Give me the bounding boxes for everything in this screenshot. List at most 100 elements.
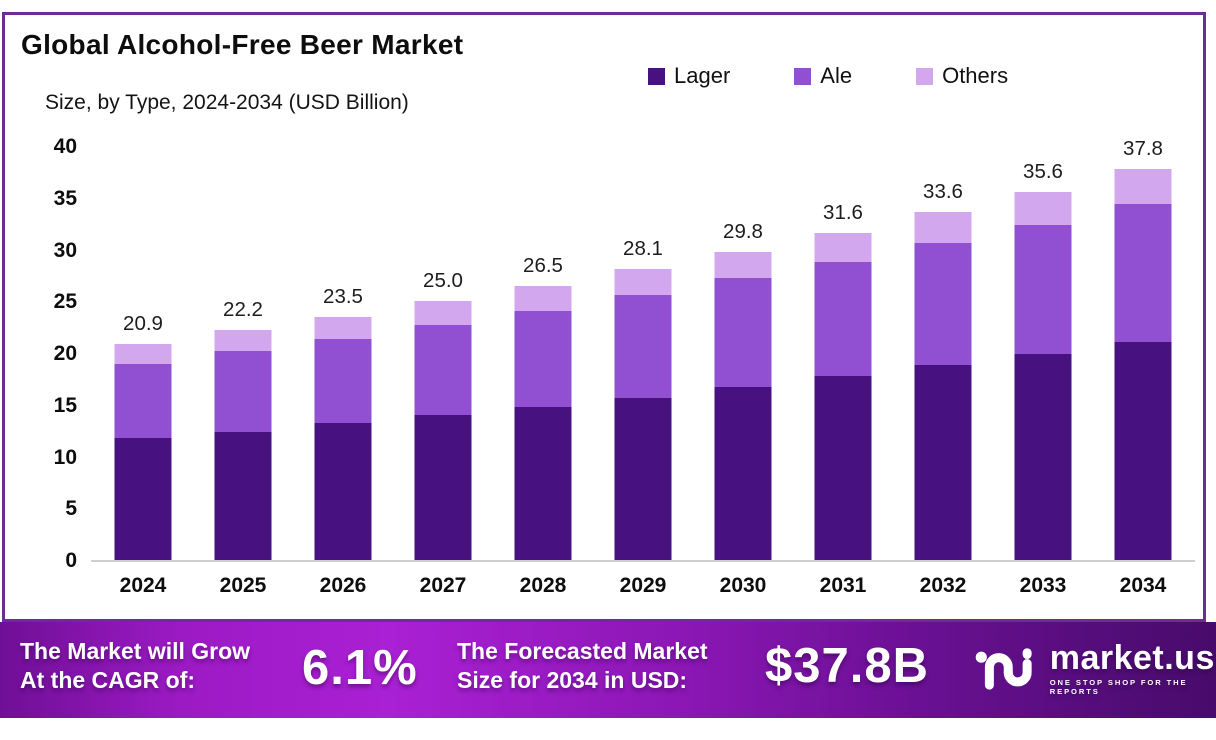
stacked-bar: [314, 316, 372, 560]
bar-group-2032: 33.6: [893, 146, 993, 560]
bar-total-label: 23.5: [323, 284, 363, 308]
x-tick-label: 2029: [619, 574, 667, 597]
bar-group-2024: 20.9: [93, 146, 193, 560]
x-tick-label: 2033: [1019, 574, 1067, 597]
bar-group-2034: 37.8: [1093, 137, 1193, 560]
y-tick-label: 0: [65, 549, 77, 572]
logo-tagline: ONE STOP SHOP FOR THE REPORTS: [1049, 677, 1188, 696]
chart-subtitle: Size, by Type, 2024-2034 (USD Billion): [45, 91, 409, 114]
bar-group-2031: 31.6: [793, 146, 893, 560]
legend-label: Others: [942, 63, 1009, 88]
bar-segment-others: [714, 251, 772, 279]
bar-segment-others: [114, 343, 172, 365]
bar-segment-ale: [414, 325, 472, 416]
bar-segment-others: [614, 269, 672, 296]
bar-group-2030: 29.8: [693, 146, 793, 560]
legend-label: Lager: [674, 63, 731, 88]
stacked-bar: [514, 285, 572, 560]
cagr-label: The Market will Grow At the CAGR of:: [20, 638, 251, 693]
y-tick-label: 35: [53, 186, 77, 210]
bar-segment-lager: [114, 437, 172, 560]
x-tick-label: 2028: [519, 574, 567, 597]
bar-segment-ale: [514, 310, 572, 407]
bar-total-label: 35.6: [1023, 159, 1063, 183]
stacked-bar: [914, 212, 972, 560]
bar-total-label: 31.6: [823, 200, 863, 224]
bar-group-2029: 28.1: [593, 146, 693, 560]
bar-group-2028: 26.5: [493, 146, 593, 560]
bar-group-2026: 23.5: [293, 146, 393, 560]
y-axis: 0 5 10 15 20 25 30 35 40: [21, 135, 77, 572]
x-axis-line: [91, 560, 1195, 562]
y-tick-label: 15: [53, 393, 77, 417]
plot-area: 20.9 22.2 23.5 25.0 26.5 28.1 29.8 31.6 33.6 35.6…: [93, 137, 1193, 560]
bar-segment-others: [414, 301, 472, 326]
marketus-logo: market.us ONE STOP SHOP FOR THE REPORTS: [975, 638, 1216, 698]
ale-swatch-icon: [794, 67, 812, 85]
bar-segment-ale: [914, 243, 972, 366]
legend-item-others: Others: [916, 63, 1008, 89]
marketus-logo-icon: [975, 648, 1032, 690]
legend-label: Ale: [820, 63, 853, 88]
bar-segment-others: [914, 212, 972, 244]
lager-swatch-icon: [648, 67, 665, 85]
bar-segment-others: [1014, 191, 1072, 225]
y-tick-label: 20: [53, 342, 77, 365]
others-swatch-icon: [916, 67, 934, 85]
bar-total-label: 25.0: [423, 269, 463, 293]
stacked-bar: [114, 343, 172, 560]
bar-segment-ale: [314, 338, 372, 424]
bar-segment-others: [1114, 168, 1172, 204]
bar-segment-others: [814, 232, 872, 262]
bar-segment-lager: [214, 431, 272, 560]
stacked-bar: [1014, 191, 1072, 560]
bar-segment-lager: [314, 423, 372, 560]
bar-segment-lager: [414, 415, 472, 560]
bar-segment-others: [314, 316, 372, 339]
bar-segment-lager: [514, 406, 572, 560]
stacked-bar: [1114, 168, 1172, 560]
y-tick-label: 10: [53, 445, 77, 469]
chart-legend: Lager Ale Others: [648, 63, 1008, 89]
legend-item-lager: Lager: [648, 63, 730, 89]
stacked-bar: [814, 232, 872, 560]
x-tick-label: 2027: [419, 574, 467, 597]
bar-segment-lager: [814, 375, 872, 560]
stacked-bar: [214, 330, 272, 560]
page-title: Global Alcohol-Free Beer Market: [21, 29, 464, 60]
x-tick-label: 2025: [219, 574, 267, 597]
chart-frame: Global Alcohol-Free Beer Market Size, by…: [2, 12, 1206, 622]
stacked-bar: [414, 301, 472, 560]
x-axis-labels: 2024 2025 2026 2027 2028 2029 2030 2031 2032 2033…: [93, 574, 1193, 598]
stacked-bar: [714, 251, 772, 560]
x-tick-label: 2034: [1119, 574, 1167, 597]
cagr-value: 6.1%: [302, 641, 418, 695]
stacked-bar: [614, 269, 672, 560]
x-tick-label: 2024: [119, 574, 167, 597]
bar-segment-lager: [714, 387, 772, 560]
forecast-value: $37.8B: [765, 639, 930, 693]
y-tick-label: 25: [53, 290, 77, 314]
bar-segment-ale: [814, 261, 872, 376]
forecast-label: The Forecasted Market Size for 2034 in U…: [457, 638, 708, 693]
bar-segment-ale: [114, 364, 172, 438]
legend-item-ale: Ale: [794, 63, 852, 89]
bar-segment-lager: [614, 397, 672, 560]
bar-segment-lager: [1114, 341, 1172, 560]
bar-total-label: 22.2: [223, 298, 263, 322]
x-tick-label: 2032: [919, 574, 967, 597]
bar-segment-others: [214, 330, 272, 351]
bar-segment-ale: [614, 295, 672, 398]
y-tick-label: 30: [53, 238, 77, 262]
logo-text: market.us: [1049, 638, 1215, 677]
x-tick-label: 2031: [819, 574, 867, 597]
bar-segment-others: [514, 285, 572, 311]
bar-total-label: 26.5: [523, 253, 563, 277]
bar-group-2027: 25.0: [393, 146, 493, 560]
y-tick-label: 40: [53, 135, 77, 158]
x-tick-label: 2026: [319, 574, 367, 597]
bar-total-label: 37.8: [1123, 136, 1163, 160]
bar-segment-ale: [214, 350, 272, 432]
bar-segment-lager: [1014, 354, 1072, 560]
